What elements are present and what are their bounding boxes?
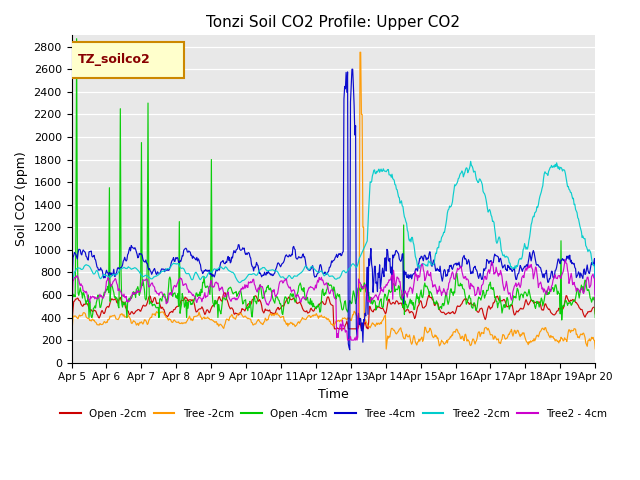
Y-axis label: Soil CO2 (ppm): Soil CO2 (ppm) bbox=[15, 152, 28, 246]
FancyBboxPatch shape bbox=[69, 42, 184, 78]
X-axis label: Time: Time bbox=[318, 388, 349, 401]
Title: Tonzi Soil CO2 Profile: Upper CO2: Tonzi Soil CO2 Profile: Upper CO2 bbox=[206, 15, 460, 30]
Legend: Open -2cm, Tree -2cm, Open -4cm, Tree -4cm, Tree2 -2cm, Tree2 - 4cm: Open -2cm, Tree -2cm, Open -4cm, Tree -4… bbox=[56, 405, 611, 423]
Text: TZ_soilco2: TZ_soilco2 bbox=[78, 53, 151, 66]
